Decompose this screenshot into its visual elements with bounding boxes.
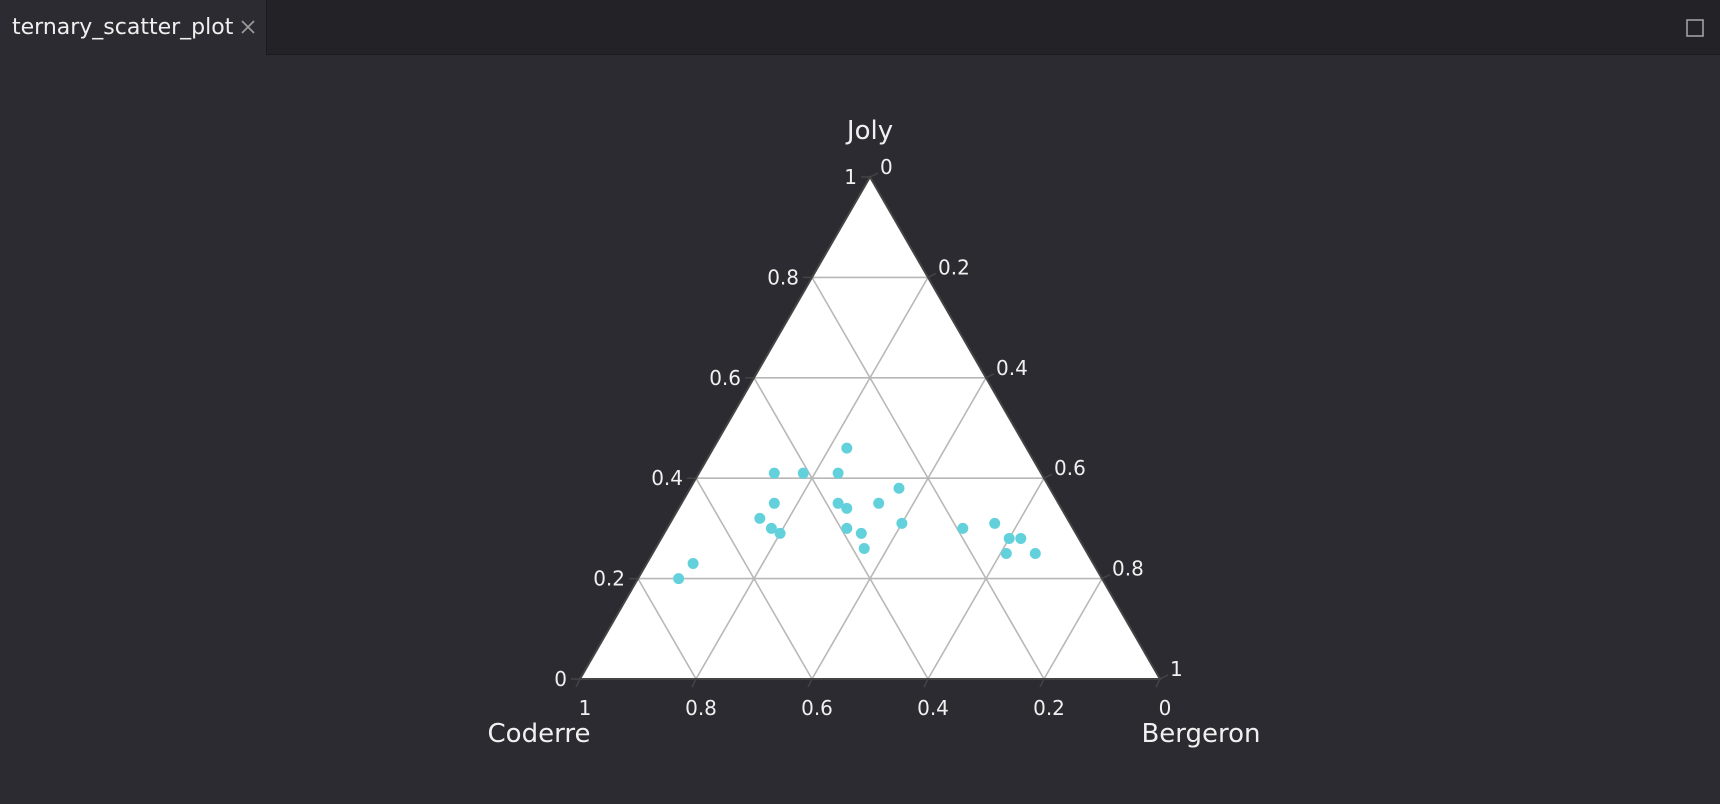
tab-ternary-scatter-plot[interactable]: ternary_scatter_plot [0,0,267,55]
tick-label-bergeron: 0.6 [1054,456,1086,480]
tick-label-joly: 0.8 [767,265,799,289]
data-point[interactable] [1003,532,1015,544]
tick-mark-bergeron [1101,573,1111,580]
axis-title-coderre: Coderre [488,719,591,749]
grid-line-bergeron [811,377,987,680]
tick-label-joly: 0.2 [593,567,625,591]
data-point[interactable] [957,522,969,534]
tick-label-coderre: 1 [579,696,592,720]
data-point[interactable] [1000,548,1012,559]
ternary-scatter-chart: 00.20.40.60.81 00.20.40.60.8100.20.40.60.… [488,116,1261,749]
tick-label-joly: 0 [554,667,567,691]
tick-label-coderre: 0 [1159,696,1172,720]
grid-line-bergeron [927,477,1045,680]
tab-bar: ternary_scatter_plot [0,0,1720,55]
data-point[interactable] [797,467,809,479]
data-point[interactable] [774,527,786,539]
data-point[interactable] [832,497,844,509]
data-point[interactable] [1015,532,1027,544]
chart-area: 0 0.2 0.4 0.6 0.8 1 0 0.2 0.4 0.6 0.8 1 0 0.2 0.4 0.6 0.… [0,55,1720,800]
tick-label-bergeron: 0 [880,155,893,179]
data-point[interactable] [841,522,853,534]
data-point[interactable] [896,517,908,529]
close-icon[interactable] [238,17,258,37]
data-point[interactable] [754,512,766,524]
data-point[interactable] [768,467,780,479]
tick-mark-bergeron [1043,473,1053,479]
ternary-frame [578,175,1162,680]
tick-label-joly: 0.6 [709,366,741,390]
tab-title: ternary_scatter_plot [12,15,234,40]
data-point[interactable] [989,517,1001,529]
data-point[interactable] [841,502,853,514]
data-point[interactable] [893,482,905,494]
tick-mark-coderre [1039,678,1045,688]
tick-label-bergeron: 0.4 [996,356,1028,380]
axis-title-joly: Joly [845,116,893,146]
tick-mark-coderre [1155,678,1161,688]
tick-mark-coderre [807,678,813,688]
grid-line-bergeron [1043,578,1103,680]
data-point[interactable] [841,442,853,454]
tick-label-bergeron: 0.2 [938,255,970,279]
data-point[interactable] [858,542,870,554]
grid-line-coderre [637,578,697,680]
tick-label-coderre: 0.4 [917,696,949,720]
tick-label-joly: 1 [844,165,857,189]
tick-label-bergeron: 1 [1170,657,1183,681]
grid-line-coderre [753,377,929,680]
data-point[interactable] [873,497,885,509]
data-point[interactable] [768,497,780,509]
tick-mark-coderre [575,678,581,688]
tick-mark-bergeron [927,272,937,279]
tick-mark-bergeron [985,373,995,379]
maximize-icon[interactable] [1686,19,1704,37]
axis-title-bergeron: Bergeron [1141,719,1260,749]
data-point[interactable] [673,573,685,585]
tick-label-coderre: 0.2 [1033,696,1065,720]
data-point[interactable] [687,558,699,570]
tick-label-joly: 0.4 [651,466,683,490]
data-point[interactable] [765,522,777,534]
tick-mark-coderre [691,678,697,688]
grid-line-coderre [695,477,813,680]
tick-label-coderre: 0.6 [801,696,833,720]
tick-mark-bergeron [869,172,879,178]
data-point[interactable] [1029,548,1041,559]
data-point[interactable] [832,467,844,479]
tick-label-bergeron: 0.8 [1112,557,1144,581]
tick-mark-bergeron [1159,674,1169,680]
tick-label-coderre: 0.8 [685,696,717,720]
data-point[interactable] [855,527,867,539]
plot-area [580,177,1160,679]
tick-mark-coderre [923,678,929,688]
